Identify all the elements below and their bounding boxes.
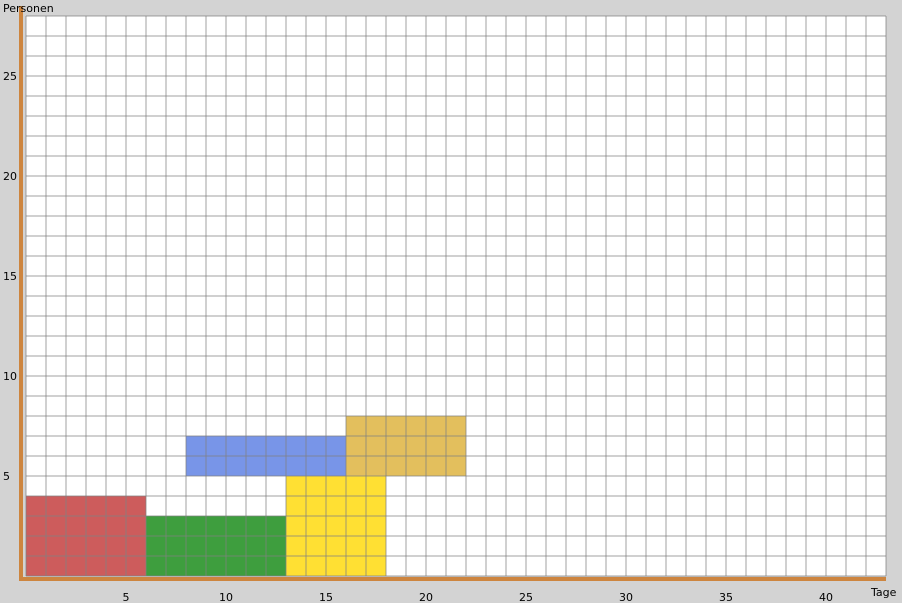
x-tick-label: 35	[719, 591, 733, 603]
x-tick-label: 25	[519, 591, 533, 603]
block-3	[286, 476, 386, 576]
x-tick-label: 10	[219, 591, 233, 603]
tick-labels: 5 10 15 20 25 30 35 40 5 10 15 20 25	[3, 70, 833, 603]
x-tick-label: 30	[619, 591, 633, 603]
x-tick-label: 5	[123, 591, 130, 603]
axes	[19, 6, 886, 581]
y-tick-label: 20	[3, 170, 17, 183]
x-axis-title: Tage	[870, 586, 897, 599]
x-tick-label: 40	[819, 591, 833, 603]
y-axis-title: Personen	[3, 2, 54, 15]
y-tick-label: 15	[3, 270, 17, 283]
block-2	[146, 516, 286, 576]
y-tick-label: 25	[3, 70, 17, 83]
x-tick-label: 20	[419, 591, 433, 603]
x-tick-label: 15	[319, 591, 333, 603]
y-tick-label: 10	[3, 370, 17, 383]
y-tick-label: 5	[3, 470, 10, 483]
grid	[25, 15, 887, 577]
